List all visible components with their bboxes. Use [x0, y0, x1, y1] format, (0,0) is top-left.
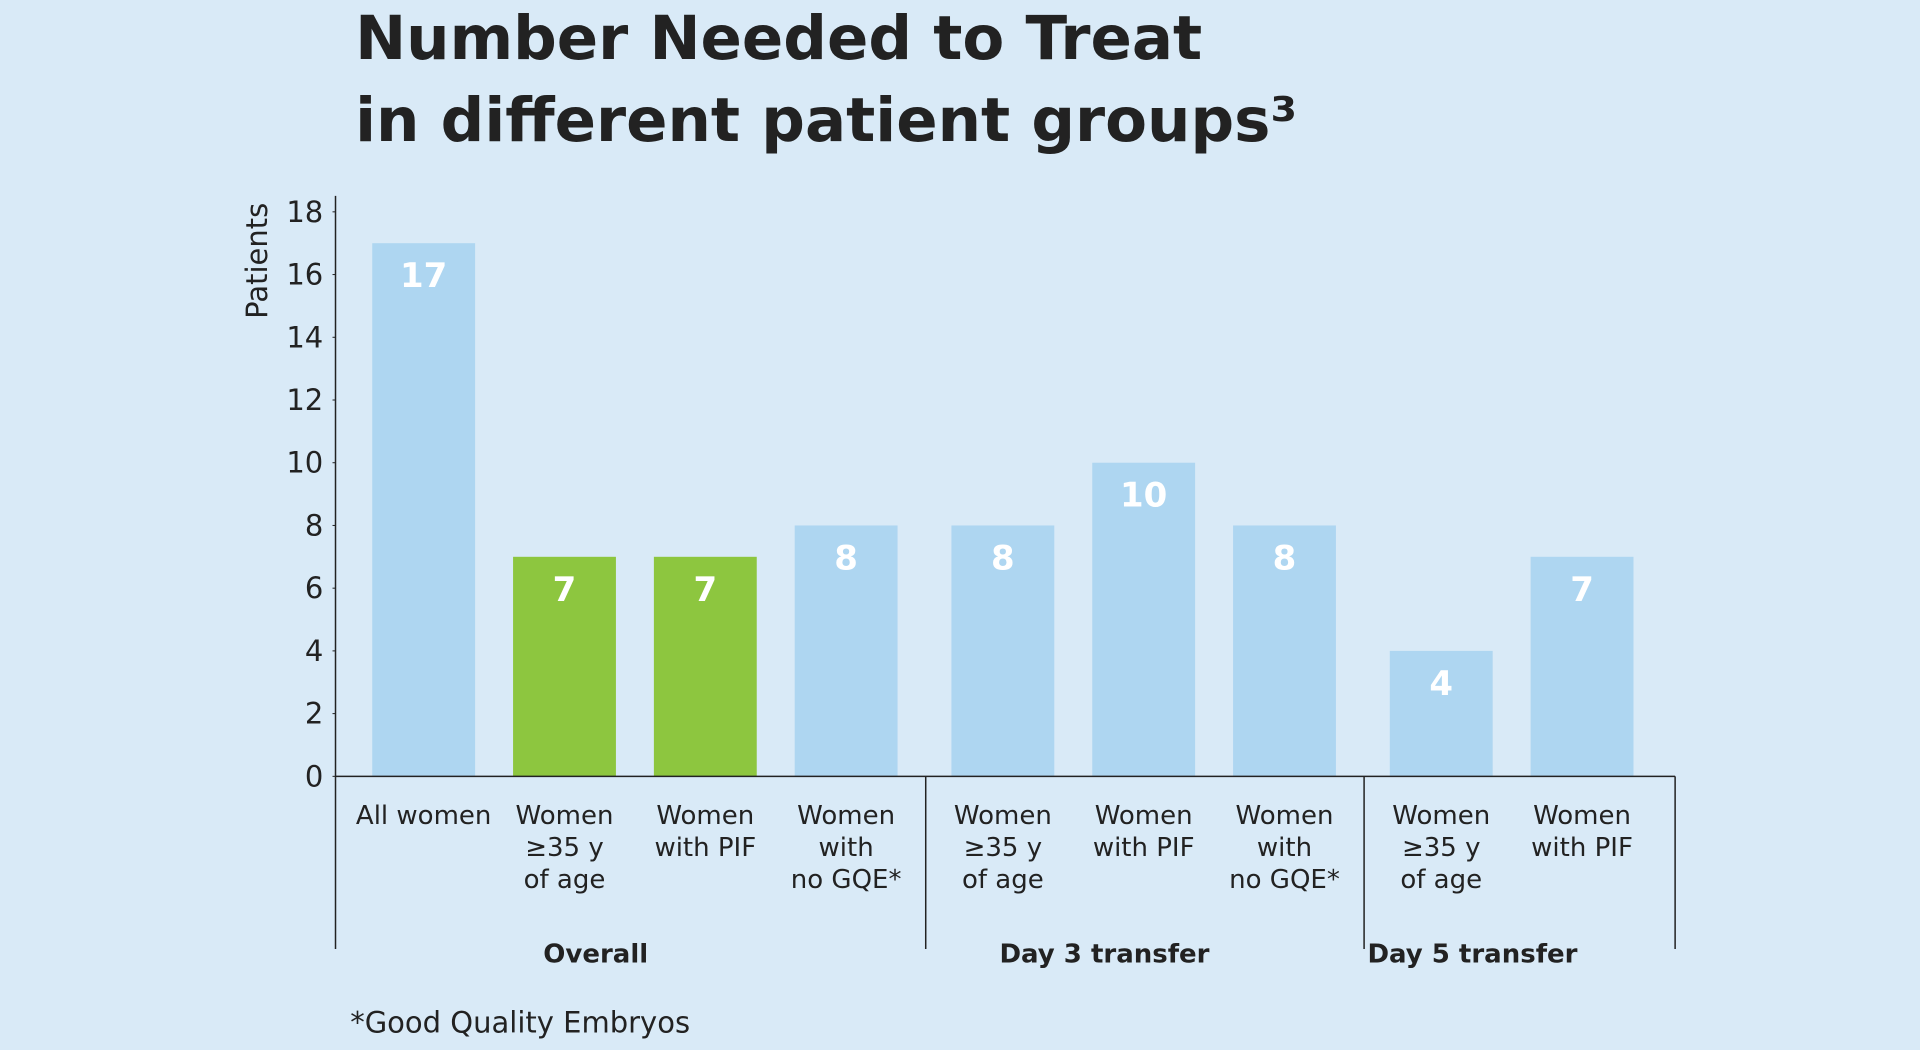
- y-tick-label: 6: [305, 571, 323, 605]
- y-axis-label: Patients: [240, 203, 274, 319]
- y-tick-label: 12: [286, 383, 323, 417]
- y-tick-label: 0: [305, 759, 323, 793]
- bar-value-label: 10: [1120, 476, 1167, 516]
- group-label: Day 5 transfer: [1367, 939, 1577, 969]
- x-tick-label: Women ≥35 y of age: [954, 801, 1052, 895]
- x-tick-label: All women: [356, 801, 491, 831]
- bar-value-label: 8: [834, 538, 858, 578]
- x-tick-label: Women with PIF: [654, 801, 756, 863]
- bar: [513, 556, 616, 777]
- bar: [794, 525, 898, 777]
- footnote: *Good Quality Embryos: [350, 1005, 690, 1039]
- y-tick-label: 10: [286, 446, 323, 480]
- y-tick-label: 8: [305, 508, 323, 542]
- x-tick-label: Women with no GQE*: [1229, 801, 1340, 895]
- x-tick-label: Women with PIF: [1093, 801, 1195, 863]
- bar: [1530, 556, 1634, 777]
- x-tick-label: Women with PIF: [1531, 801, 1633, 863]
- bar: [1092, 462, 1196, 777]
- bar: [1233, 525, 1336, 777]
- bar-value-label: 4: [1429, 664, 1453, 704]
- y-tick-label: 2: [305, 697, 323, 731]
- y-tick-label: 4: [305, 634, 323, 668]
- x-tick-label: Women ≥35 y of age: [1392, 801, 1490, 895]
- group-label: Overall: [543, 939, 648, 969]
- bar-value-label: 8: [991, 538, 1015, 578]
- y-tick-label: 16: [286, 258, 323, 292]
- x-tick-label: Women ≥35 y of age: [516, 801, 614, 895]
- y-tick-label: 18: [286, 195, 323, 229]
- chart-title: Number Needed to Treat in different patie…: [355, 3, 1297, 156]
- bar-value-label: 7: [1570, 570, 1594, 610]
- bar: [1389, 650, 1493, 777]
- group-label: Day 3 transfer: [999, 939, 1209, 969]
- bar-value-label: 7: [553, 570, 577, 610]
- bar: [653, 556, 757, 777]
- bar: [372, 243, 476, 777]
- y-tick-label: 14: [286, 320, 323, 354]
- bar-value-label: 8: [1273, 538, 1297, 578]
- bar-value-label: 17: [400, 256, 447, 296]
- x-tick-label: Women with no GQE*: [791, 801, 902, 895]
- bar-value-label: 7: [693, 570, 717, 610]
- bar: [951, 525, 1055, 777]
